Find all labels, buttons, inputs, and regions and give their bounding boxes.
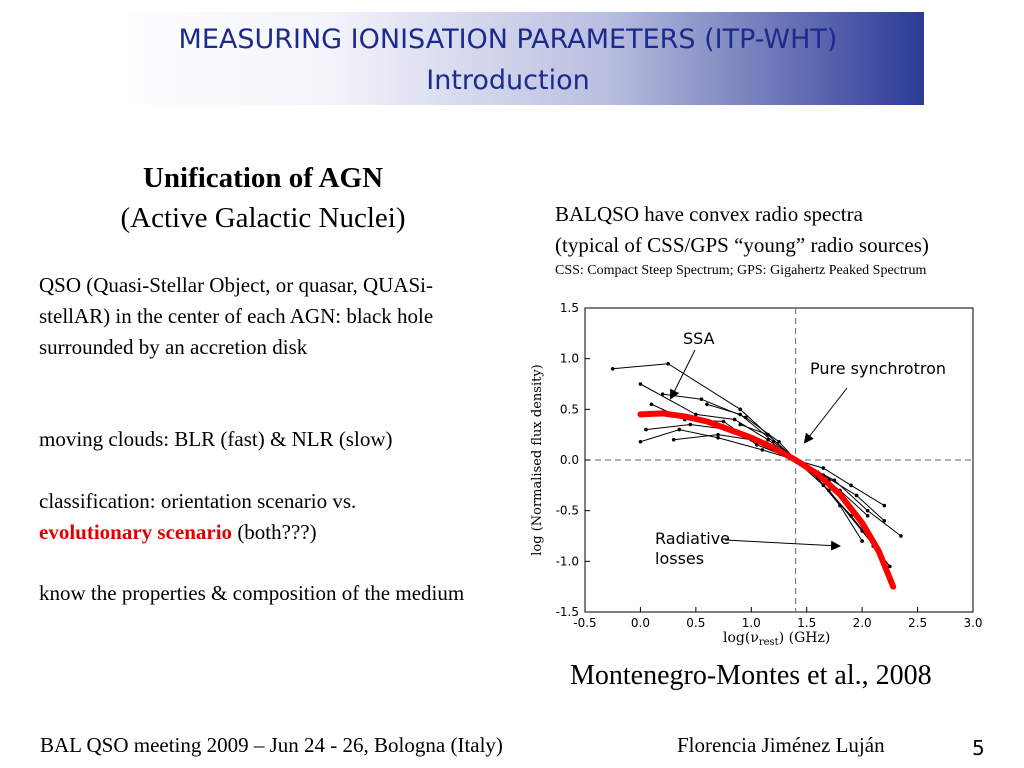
data-point (677, 427, 682, 432)
data-point (644, 427, 648, 432)
data-point (860, 539, 864, 543)
slide-title: MEASURING IONISATION PARAMETERS (ITP-WHT… (178, 24, 838, 55)
ssa-arrow (670, 349, 696, 400)
data-point (671, 437, 676, 442)
y-tick-label: 1.0 (560, 352, 579, 366)
ssa-label: SSA (683, 329, 715, 348)
acronym-note: CSS: Compact Steep Spectrum; GPS: Gigahe… (555, 263, 927, 278)
page-number: 5 (972, 736, 985, 760)
y-tick-label: 1.5 (560, 301, 579, 315)
data-point (638, 439, 643, 444)
slide-subtitle: Introduction (426, 65, 590, 96)
data-point (865, 508, 870, 513)
data-point (721, 419, 726, 424)
data-point (688, 422, 693, 427)
data-point (649, 402, 654, 407)
radiative-label-2: losses (655, 549, 704, 568)
data-point (899, 534, 903, 538)
radiative-label-1: Radiative (655, 529, 730, 548)
data-point (638, 382, 643, 386)
classification-paragraph: classification: orientation scenario vs.… (39, 486, 479, 548)
data-point (882, 519, 887, 523)
balqso-note: BALQSO have convex radio spectra (555, 202, 863, 226)
css-gps-note: (typical of CSS/GPS “young” radio source… (555, 233, 929, 257)
data-point (777, 439, 781, 444)
footer-meeting: BAL QSO meeting 2009 – Jun 24 - 26, Bolo… (40, 733, 503, 757)
x-tick-label: -0.5 (573, 616, 596, 630)
y-tick-label: -0.5 (556, 504, 579, 518)
data-point (666, 361, 670, 366)
data-point (738, 412, 742, 417)
pure-synchrotron-label: Pure synchrotron (810, 359, 946, 378)
section-subheading: (Active Galactic Nuclei) (120, 202, 406, 234)
spectrum-line-4 (640, 429, 902, 537)
data-point (716, 435, 720, 440)
data-point (738, 422, 742, 427)
data-point (694, 412, 698, 417)
radiative-arrow (724, 539, 841, 551)
y-tick-label: 0.5 (560, 402, 579, 416)
section-heading: Unification of AGN (142, 162, 384, 194)
data-point (716, 432, 720, 437)
data-point (821, 466, 826, 470)
data-point (865, 513, 870, 518)
properties-paragraph: know the properties & composition of the… (39, 581, 465, 605)
data-point (610, 367, 615, 371)
data-point (882, 503, 887, 508)
citation: Montenegro-Montes et al., 2008 (570, 660, 932, 691)
x-tick-label: 2.0 (853, 616, 872, 630)
evolutionary-highlight: evolutionary scenario (39, 520, 233, 544)
title-banner: MEASURING IONISATION PARAMETERS (ITP-WHT… (92, 12, 924, 105)
x-tick-label: 1.0 (742, 616, 761, 630)
x-tick-label: 2.5 (908, 616, 927, 630)
x-tick-label: 0.5 (686, 616, 705, 630)
data-point (732, 417, 737, 422)
classification-lead: classification: orientation scenario vs. (39, 489, 357, 513)
data-point (888, 564, 892, 569)
data-point (738, 407, 742, 412)
y-tick-label: -1.5 (556, 605, 579, 619)
data-point (838, 503, 842, 508)
x-axis-label: log(νrest) (GHz) (723, 630, 830, 648)
data-point (766, 437, 770, 442)
data-point (766, 432, 770, 437)
data-point (760, 448, 765, 452)
clouds-paragraph: moving clouds: BLR (fast) & NLR (slow) (39, 427, 393, 451)
x-tick-label: 1.5 (797, 616, 816, 630)
model-curve (637, 410, 897, 590)
footer-author: Florencia Jiménez Luján (677, 733, 885, 757)
radio-spectra-chart: -0.5 0.0 0.5 1.0 1.5 2.0 2.5 3.0 1.5 1.0 0.5 0.0 -0.… (530, 301, 983, 648)
qso-paragraph: QSO (Quasi-Stellar Object, or quasar, QU… (39, 273, 434, 359)
data-point (705, 402, 709, 407)
data-point (660, 392, 665, 396)
pure-synchrotron-arrow (803, 387, 848, 444)
data-point (854, 493, 859, 498)
x-tick-label: 3.0 (963, 616, 982, 630)
data-point (849, 483, 853, 488)
y-axis-label: log (Normalised flux density) (530, 364, 545, 556)
x-tick-label: 0.0 (631, 616, 650, 630)
data-point (699, 397, 704, 401)
y-tick-label: -1.0 (556, 554, 579, 568)
y-tick-label: 0.0 (560, 453, 579, 467)
classification-tail: (both???) (232, 520, 317, 544)
